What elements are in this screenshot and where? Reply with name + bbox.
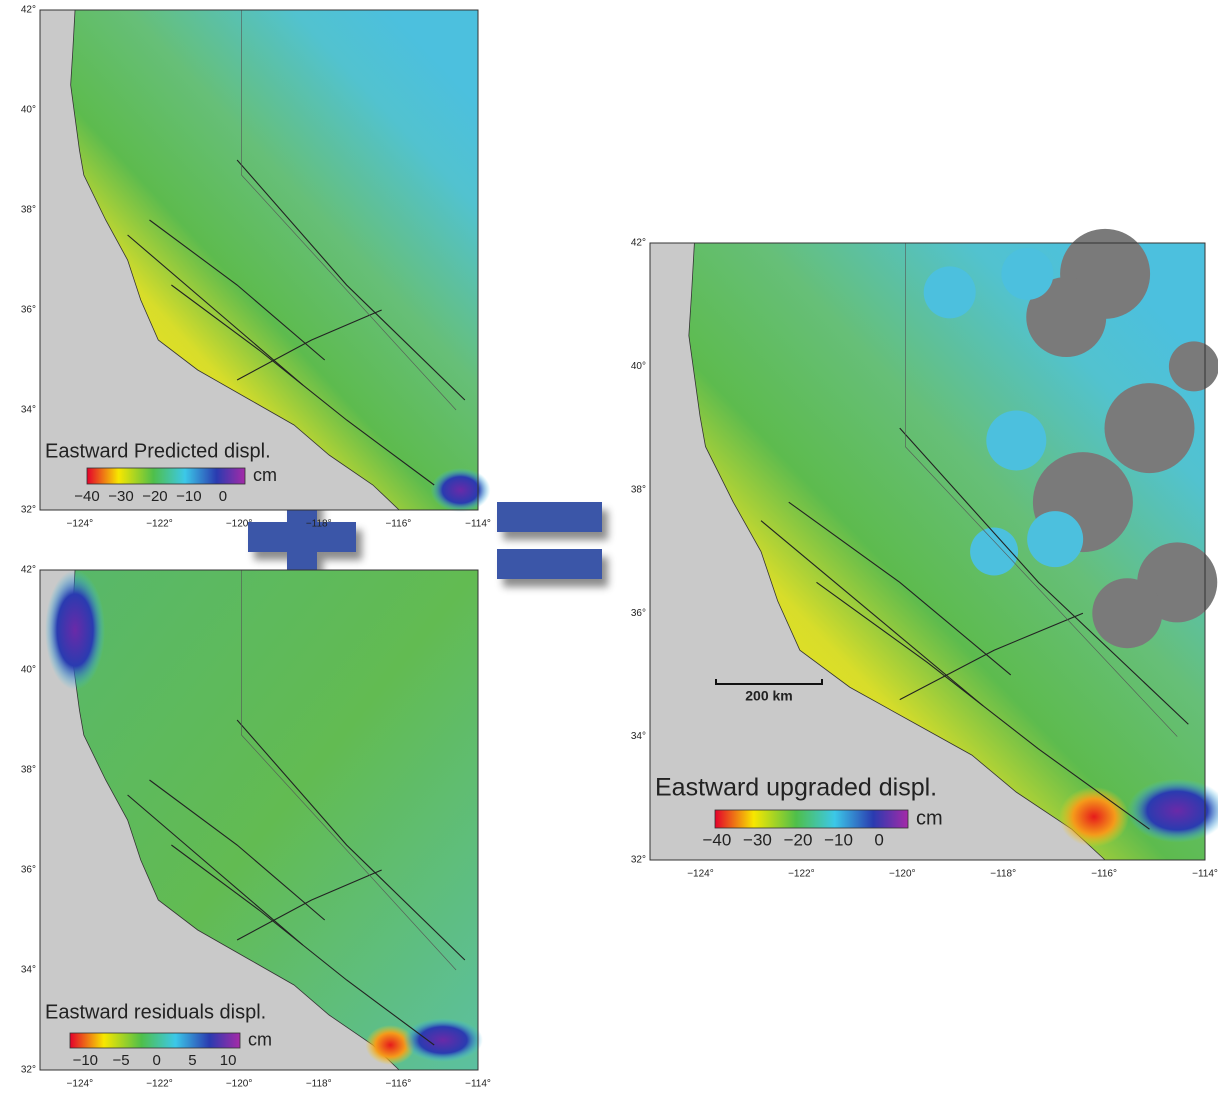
anomaly	[403, 1018, 483, 1062]
lon-tick-label: −118°	[306, 1079, 332, 1090]
lon-tick-label: −114°	[465, 519, 491, 530]
lat-tick-label: 38°	[21, 765, 36, 776]
map-panel: 42° 40° 38° 36° 34° 32° −124° −122° −120° −118° −1…	[21, 565, 491, 1090]
lat-tick-label: 40°	[631, 361, 646, 372]
lon-tick-label: −122°	[146, 519, 173, 530]
map-title: Eastward Predicted displ.	[45, 440, 271, 462]
lon-tick-label: −116°	[1091, 869, 1117, 880]
no-data-hole	[1001, 248, 1053, 300]
lon-tick-label: −122°	[146, 1079, 173, 1090]
map-panel: 42° 40° 38° 36° 34° 32° −124° −122° −120° −118° −1…	[21, 5, 491, 530]
colorbar-tick-label: 0	[219, 488, 227, 505]
lat-tick-label: 34°	[631, 731, 646, 742]
anomaly	[1059, 787, 1129, 847]
scale-bar-label: 200 km	[745, 688, 792, 704]
map-title: Eastward residuals displ.	[45, 1001, 266, 1023]
lat-tick-label: 32°	[21, 505, 36, 516]
colorbar-tick-label: 0	[153, 1052, 161, 1069]
colorbar-tick-label: 10	[220, 1052, 237, 1069]
lon-tick-label: −120°	[889, 869, 916, 880]
map-title: Eastward upgraded displ.	[655, 774, 937, 802]
colorbar-tick-label: −5	[112, 1052, 129, 1069]
colorbar	[715, 810, 908, 828]
lon-tick-label: −118°	[990, 869, 1016, 880]
figure: 42° 40° 38° 36° 34° 32° −124° −122° −120° −118° −1…	[0, 0, 1218, 1097]
colorbar-unit: cm	[916, 807, 943, 829]
no-data-area	[1092, 578, 1162, 648]
colorbar-tick-label: 0	[874, 830, 883, 849]
lat-tick-label: 32°	[21, 1065, 36, 1076]
lat-tick-label: 36°	[21, 305, 36, 316]
lon-tick-label: −120°	[226, 519, 253, 530]
lat-tick-label: 40°	[21, 105, 36, 116]
equals-sign	[497, 502, 602, 579]
lat-tick-label: 36°	[21, 865, 36, 876]
lat-tick-label: 42°	[631, 238, 646, 249]
colorbar-tick-label: −40	[74, 488, 99, 505]
lon-tick-label: −122°	[788, 869, 815, 880]
colorbar	[87, 468, 245, 484]
lon-tick-label: −124°	[67, 1079, 94, 1090]
colorbar-tick-label: −30	[743, 830, 772, 849]
lat-tick-label: 38°	[21, 205, 36, 216]
map-panel: 42° 40° 38° 36° 34° 32° −124° −122° −120° −118° −1…	[631, 229, 1218, 880]
lat-tick-label: 42°	[21, 5, 36, 16]
lon-tick-label: −124°	[687, 869, 714, 880]
lat-tick-label: 34°	[21, 405, 36, 416]
lat-tick-label: 36°	[631, 608, 646, 619]
lon-tick-label: −116°	[385, 1079, 411, 1090]
no-data-area	[1105, 383, 1195, 473]
colorbar	[70, 1033, 240, 1048]
lon-tick-label: −124°	[67, 519, 94, 530]
lon-tick-label: −120°	[226, 1079, 253, 1090]
colorbar-tick-label: −30	[108, 488, 133, 505]
lon-tick-label: −116°	[385, 519, 411, 530]
colorbar-tick-label: −20	[142, 488, 167, 505]
lat-tick-label: 40°	[21, 665, 36, 676]
lat-tick-label: 32°	[631, 855, 646, 866]
no-data-hole	[986, 410, 1046, 470]
colorbar-tick-label: −10	[824, 830, 853, 849]
colorbar-tick-label: −10	[73, 1052, 98, 1069]
lon-tick-label: −114°	[465, 1079, 491, 1090]
lon-tick-label: −114°	[1192, 869, 1218, 880]
colorbar-tick-label: 5	[188, 1052, 196, 1069]
lon-tick-label: −118°	[306, 519, 332, 530]
colorbar-tick-label: −10	[176, 488, 201, 505]
colorbar-tick-label: −40	[703, 830, 732, 849]
lat-tick-label: 38°	[631, 484, 646, 495]
no-data-area	[1169, 341, 1218, 391]
no-data-hole	[924, 266, 976, 318]
anomaly	[430, 468, 490, 512]
colorbar-tick-label: −20	[784, 830, 813, 849]
anomaly	[45, 570, 105, 690]
colorbar-unit: cm	[248, 1029, 272, 1049]
lat-tick-label: 34°	[21, 965, 36, 976]
no-data-hole	[1027, 511, 1083, 567]
colorbar-unit: cm	[253, 465, 277, 485]
lat-tick-label: 42°	[21, 565, 36, 576]
